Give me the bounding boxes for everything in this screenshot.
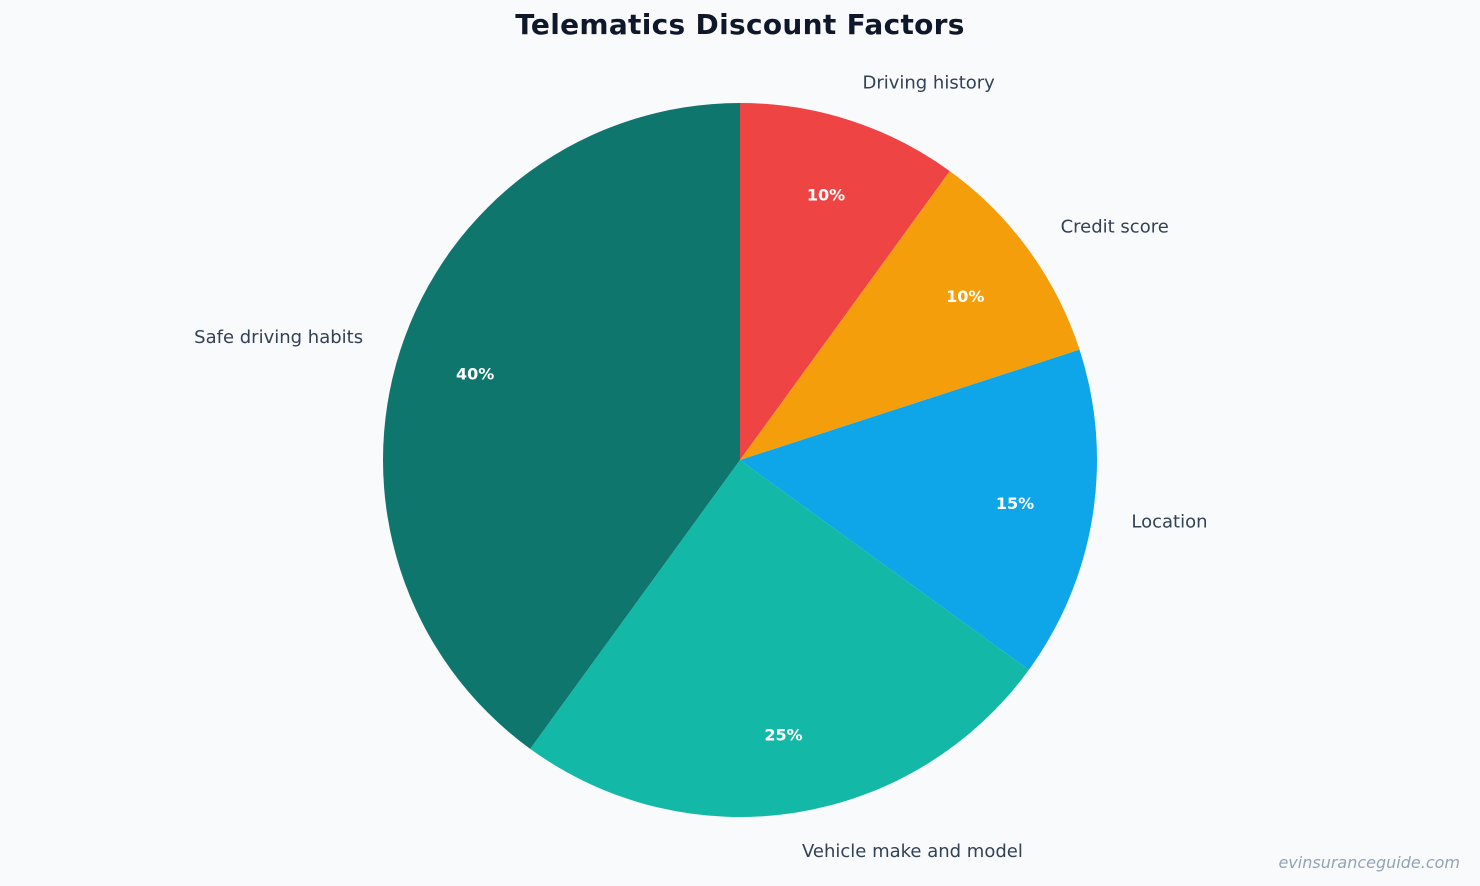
- watermark: evinsuranceguide.com: [1278, 853, 1460, 872]
- pie-slice: [530, 460, 1029, 817]
- slice-percent-label: 40%: [456, 364, 494, 383]
- slice-category-label: Driving history: [862, 73, 995, 94]
- slice-category-label: Location: [1131, 511, 1207, 532]
- chart-title: Telematics Discount Factors: [515, 8, 965, 41]
- slice-percent-label: 10%: [946, 287, 984, 306]
- slice-category-label: Safe driving habits: [194, 327, 363, 348]
- slice-percent-label: 10%: [807, 186, 845, 205]
- slice-category-label: Vehicle make and model: [802, 841, 1023, 862]
- pie-slice: [740, 103, 950, 460]
- slice-category-label: Credit score: [1061, 217, 1169, 238]
- pie-slice: [740, 171, 1080, 460]
- pie-slice: [382, 102, 740, 749]
- slice-percent-label: 15%: [996, 494, 1034, 513]
- pie-slice: [740, 349, 1098, 670]
- slice-percent-label: 25%: [764, 726, 802, 745]
